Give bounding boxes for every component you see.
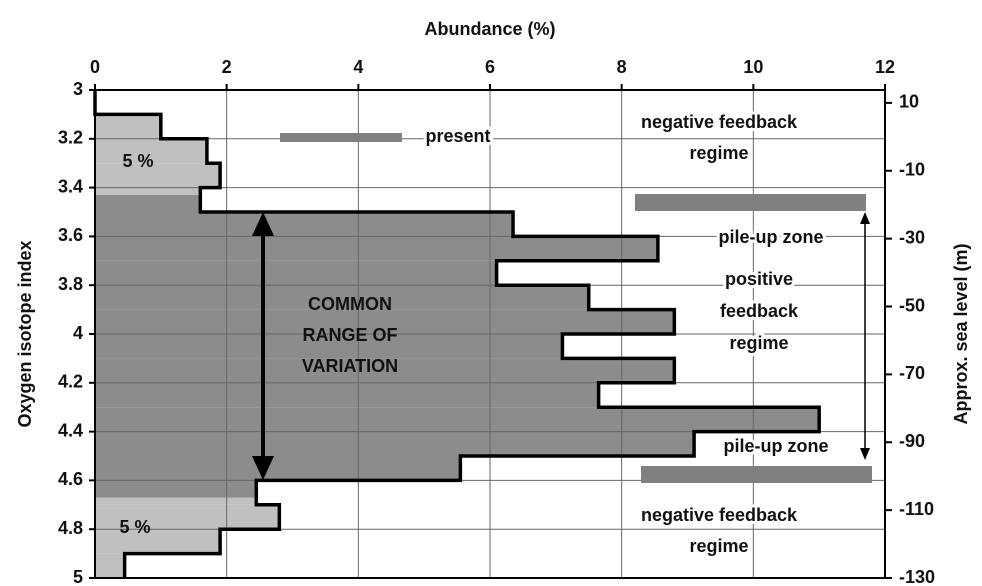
annotation: 5 % <box>119 517 150 537</box>
bar <box>95 431 695 456</box>
y2-tick-label: -30 <box>899 227 925 247</box>
y-tick-label: 3 <box>73 79 83 99</box>
x-tick-label: 0 <box>90 57 100 77</box>
y-tick-label: 3.2 <box>58 128 83 148</box>
annotation: positive <box>725 269 793 289</box>
y-axis-label: Oxygen isotope index <box>15 240 35 427</box>
x-tick-label: 8 <box>617 57 627 77</box>
x-tick-label: 10 <box>743 57 763 77</box>
y-tick-label: 4 <box>73 323 83 343</box>
bar <box>95 138 207 164</box>
bar <box>95 504 280 530</box>
x-tick-label: 4 <box>353 57 363 77</box>
annotation: regime <box>689 143 748 163</box>
x-axis-label: Abundance (%) <box>424 19 555 39</box>
feedback-arrow <box>860 212 870 460</box>
y-tick-label: 4.2 <box>58 372 83 392</box>
bar <box>95 382 599 408</box>
present-bar <box>280 133 402 142</box>
y-tick-label: 4.4 <box>58 420 83 440</box>
y-tick-label: 4.8 <box>58 518 83 538</box>
pile-up-bar <box>635 194 866 211</box>
annotation: present <box>425 126 490 146</box>
bar <box>95 553 125 578</box>
y2-tick-label: -10 <box>899 160 925 180</box>
pile-up-bar <box>641 466 872 483</box>
y2-tick-label: 10 <box>899 92 919 112</box>
range-arrow <box>252 212 274 480</box>
annotation: regime <box>729 333 788 353</box>
annotation: pile-up zone <box>719 227 824 247</box>
bar <box>95 260 497 286</box>
bar <box>95 334 563 359</box>
bar <box>95 236 658 261</box>
annotation: pile-up zone <box>724 436 829 456</box>
plot-frame <box>94 89 886 579</box>
outline <box>93 90 821 578</box>
bar <box>95 407 820 432</box>
y2-tick-label: -70 <box>899 363 925 383</box>
annotation: 5 % <box>122 151 153 171</box>
annotation: negative feedback <box>641 112 798 132</box>
annotation: feedback <box>720 301 799 321</box>
bar <box>95 114 161 139</box>
bar <box>95 212 514 237</box>
annotation: negative feedback <box>641 505 798 525</box>
x-tick-label: 6 <box>485 57 495 77</box>
y2-axis-label: Approx. sea level (m) <box>951 243 971 424</box>
x-tick-label: 12 <box>875 57 895 77</box>
annotation: RANGE OF <box>302 325 397 345</box>
y-tick-label: 3.4 <box>58 176 83 196</box>
bar <box>95 163 221 188</box>
bar <box>95 456 461 481</box>
y2-tick-label: -110 <box>899 499 934 519</box>
annotation: VARIATION <box>302 356 398 376</box>
bar <box>95 480 257 505</box>
y2-tick-label: -130 <box>899 567 935 586</box>
y-tick-label: 3.8 <box>58 274 83 294</box>
y-tick-label: 4.6 <box>58 469 83 489</box>
annotation: COMMON <box>308 294 392 314</box>
bar <box>95 187 201 212</box>
y-tick-label: 5 <box>73 567 83 586</box>
bar <box>95 358 675 383</box>
bar <box>95 309 675 334</box>
y-tick-label: 3.6 <box>58 225 83 245</box>
y2-tick-label: -50 <box>899 295 925 315</box>
y2-tick-label: -90 <box>899 431 925 451</box>
x-tick-label: 2 <box>222 57 232 77</box>
annotation: regime <box>689 536 748 556</box>
bar <box>95 285 589 310</box>
bar <box>95 529 221 554</box>
